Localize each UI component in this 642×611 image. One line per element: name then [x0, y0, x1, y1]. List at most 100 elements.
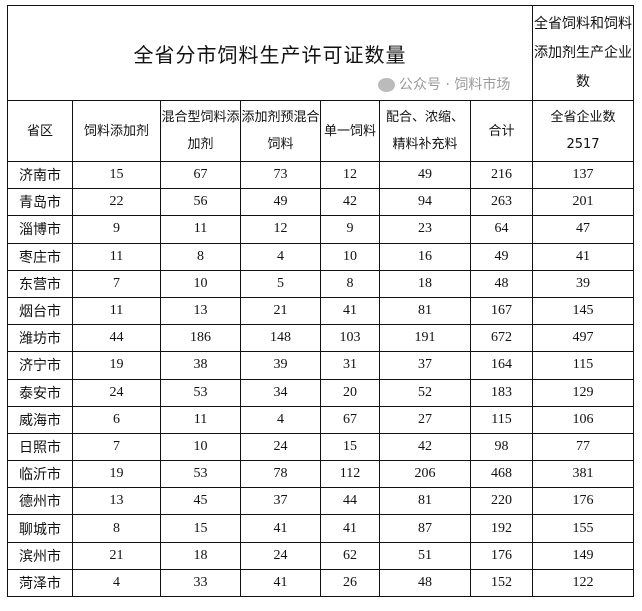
value-cell: 4: [240, 242, 321, 271]
value-cell: 53: [160, 378, 241, 407]
value-cell: 44: [72, 324, 161, 353]
value-cell: 23: [379, 215, 471, 244]
city-cell: 临沂市: [7, 460, 73, 489]
value-cell: 41: [532, 242, 635, 271]
table-row: 淄博市 9 11 12 9 23 64 47: [7, 215, 635, 244]
value-cell: 53: [160, 460, 241, 489]
value-cell: 24: [240, 432, 321, 462]
city-cell: 德州市: [7, 487, 73, 516]
value-cell: 94: [379, 188, 471, 217]
watermark: 公众号 · 饲料市场: [378, 76, 510, 94]
value-cell: 176: [469, 541, 534, 570]
city-cell: 泰安市: [7, 378, 73, 407]
value-cell: 115: [532, 351, 635, 380]
table-row: 聊城市 8 15 41 41 87 192 155: [7, 514, 635, 543]
city-cell: 济宁市: [7, 351, 73, 380]
value-cell: 11: [72, 296, 161, 326]
value-cell: 148: [240, 324, 321, 353]
value-cell: 39: [532, 269, 635, 298]
value-cell: 19: [72, 351, 161, 380]
value-cell: 47: [532, 215, 635, 244]
city-cell: 淄博市: [7, 215, 73, 244]
column-header: 合计: [469, 100, 534, 162]
value-cell: 4: [72, 568, 161, 598]
value-cell: 26: [320, 568, 380, 598]
value-cell: 15: [160, 514, 241, 543]
value-cell: 11: [160, 405, 241, 434]
value-cell: 81: [379, 487, 471, 516]
value-cell: 31: [320, 351, 380, 380]
value-cell: 12: [240, 215, 321, 244]
city-cell: 枣庄市: [7, 242, 73, 271]
value-cell: 77: [532, 432, 635, 462]
value-cell: 263: [469, 188, 534, 217]
value-cell: 19: [72, 460, 161, 489]
side-header: 全省饲料和饲料添加剂生产企业数: [532, 5, 635, 101]
value-cell: 183: [469, 378, 534, 407]
value-cell: 33: [160, 568, 241, 598]
table-row: 菏泽市 4 33 41 26 48 152 122: [7, 568, 635, 598]
column-header-label: 混合型饲料添加剂: [161, 110, 240, 152]
value-cell: 5: [240, 269, 321, 298]
value-cell: 11: [160, 215, 241, 244]
value-cell: 381: [532, 460, 635, 489]
value-cell: 16: [379, 242, 471, 271]
value-cell: 13: [160, 296, 241, 326]
column-header: 饲料添加剂: [72, 100, 161, 162]
value-cell: 192: [469, 514, 534, 543]
value-cell: 38: [160, 351, 241, 380]
city-cell: 青岛市: [7, 188, 73, 217]
table-row: 济南市 15 67 73 12 49 216 137: [7, 160, 635, 190]
value-cell: 106: [532, 405, 635, 434]
city-cell: 东营市: [7, 269, 73, 298]
value-cell: 11: [72, 242, 161, 271]
table-row: 烟台市 11 13 21 41 81 167 145: [7, 296, 635, 326]
table-row: 泰安市 24 53 34 20 52 183 129: [7, 378, 635, 407]
wechat-icon: [378, 78, 395, 92]
value-cell: 206: [379, 460, 471, 489]
value-cell: 64: [469, 215, 534, 244]
value-cell: 22: [72, 188, 161, 217]
value-cell: 7: [72, 432, 161, 462]
value-cell: 27: [379, 405, 471, 434]
value-cell: 9: [72, 215, 161, 244]
value-cell: 48: [469, 269, 534, 298]
column-header: 添加剂预混合饲料: [240, 100, 321, 162]
value-cell: 122: [532, 568, 635, 598]
column-header-label: 单一饲料: [323, 123, 376, 139]
value-cell: 21: [72, 541, 161, 570]
value-cell: 48: [379, 568, 471, 598]
value-cell: 9: [320, 215, 380, 244]
value-cell: 56: [160, 188, 241, 217]
header-row: 省区 饲料添加剂 混合型饲料添加剂 添加剂预混合饲料 单一饲料 配合、浓缩、精料补充料 合计…: [7, 100, 635, 162]
column-header-label: 配合、浓缩、精料补充料: [385, 110, 464, 152]
value-cell: 672: [469, 324, 534, 353]
value-cell: 41: [320, 514, 380, 543]
license-table: 全省分市饲料生产许可证数量 全省饲料和饲料添加剂生产企业数 省区 饲料添加剂 混合型…: [6, 5, 635, 598]
value-cell: 220: [469, 487, 534, 516]
value-cell: 167: [469, 296, 534, 326]
value-cell: 149: [532, 541, 635, 570]
value-cell: 155: [532, 514, 635, 543]
value-cell: 8: [320, 269, 380, 298]
column-header: 混合型饲料添加剂: [160, 100, 241, 162]
total-enterprises: 2517: [566, 137, 600, 152]
table-title: 全省分市饲料生产许可证数量: [6, 5, 534, 101]
column-header-label: 添加剂预混合饲料: [241, 110, 320, 152]
value-cell: 7: [72, 269, 161, 298]
value-cell: 24: [72, 378, 161, 407]
value-cell: 4: [240, 405, 321, 434]
value-cell: 12: [320, 160, 380, 190]
value-cell: 13: [72, 487, 161, 516]
value-cell: 103: [320, 324, 380, 353]
value-cell: 10: [320, 242, 380, 271]
value-cell: 78: [240, 460, 321, 489]
value-cell: 67: [160, 160, 241, 190]
value-cell: 49: [379, 160, 471, 190]
value-cell: 98: [469, 432, 534, 462]
value-cell: 51: [379, 541, 471, 570]
value-cell: 129: [532, 378, 635, 407]
value-cell: 15: [72, 160, 161, 190]
table-row: 日照市 7 10 24 15 42 98 77: [7, 432, 635, 462]
value-cell: 468: [469, 460, 534, 489]
